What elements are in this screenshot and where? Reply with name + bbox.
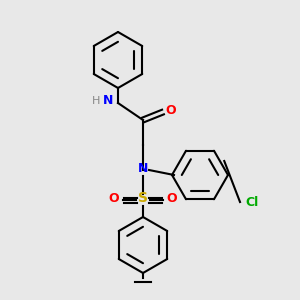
Text: H: H [92, 96, 100, 106]
Text: Cl: Cl [245, 196, 259, 208]
Text: O: O [109, 191, 119, 205]
Text: O: O [167, 191, 177, 205]
Text: N: N [138, 161, 148, 175]
Text: N: N [103, 94, 113, 107]
Text: S: S [138, 191, 148, 205]
Text: O: O [166, 103, 176, 116]
